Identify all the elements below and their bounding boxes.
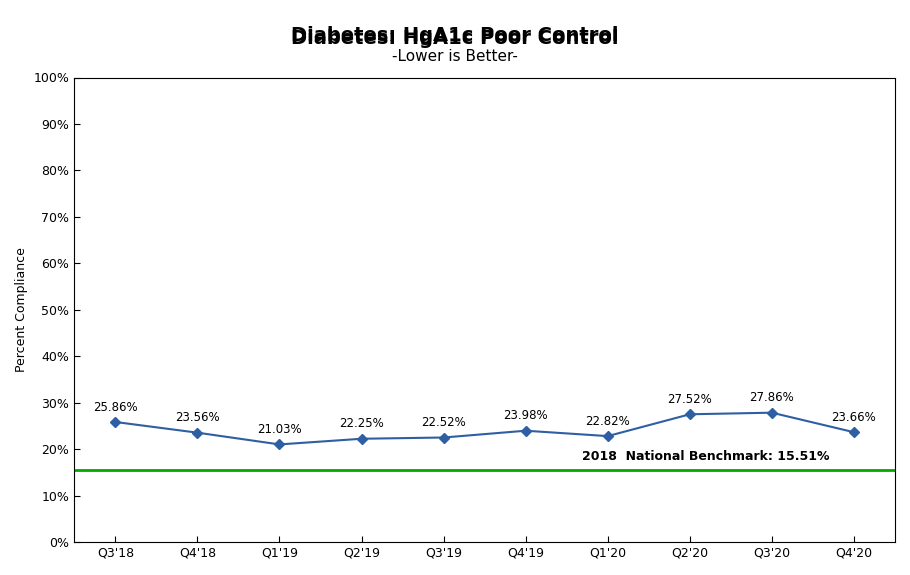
Text: Diabetes: HgA1c Poor Control: Diabetes: HgA1c Poor Control <box>291 26 619 45</box>
Text: 22.52%: 22.52% <box>421 416 466 429</box>
Text: -Lower is Better-: -Lower is Better- <box>392 49 518 64</box>
Text: 23.66%: 23.66% <box>832 411 876 424</box>
Text: 27.86%: 27.86% <box>750 392 794 404</box>
Text: 21.03%: 21.03% <box>258 423 302 436</box>
Text: 23.98%: 23.98% <box>503 409 548 423</box>
Text: 23.56%: 23.56% <box>175 411 219 424</box>
Text: 27.52%: 27.52% <box>667 393 713 406</box>
Text: 2018  National Benchmark: 15.51%: 2018 National Benchmark: 15.51% <box>581 450 829 463</box>
Text: Diabetes: HgA1c Poor Control: Diabetes: HgA1c Poor Control <box>291 29 619 48</box>
Y-axis label: Percent Compliance: Percent Compliance <box>15 247 28 372</box>
Text: 22.82%: 22.82% <box>585 415 630 428</box>
Text: 22.25%: 22.25% <box>339 417 384 431</box>
Text: 25.86%: 25.86% <box>93 401 137 413</box>
